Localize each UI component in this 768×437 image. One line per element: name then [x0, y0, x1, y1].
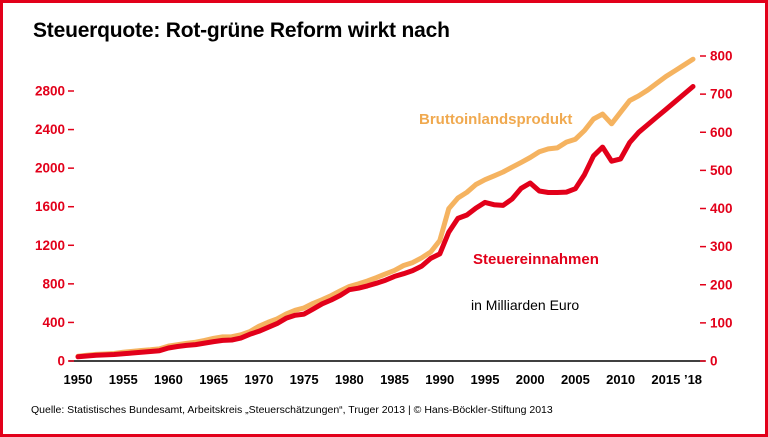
x-axis-tick-label: 1955	[109, 372, 138, 387]
left-axis-tick-label: 2400	[35, 122, 65, 137]
x-axis-tick-label: 2015	[651, 372, 680, 387]
x-axis-tick-label: 1950	[64, 372, 93, 387]
right-axis-tick-label: 700	[710, 87, 733, 102]
left-axis-tick-label: 1600	[35, 199, 65, 214]
right-axis-tick-label: 500	[710, 163, 733, 178]
tax-line	[75, 84, 696, 360]
x-axis-tick-label: 1970	[244, 372, 273, 387]
source-note: Quelle: Statistisches Bundesamt, Arbeits…	[31, 404, 553, 416]
x-axis-tick-label: 1965	[199, 372, 228, 387]
left-axis-tick-label: 2800	[35, 84, 65, 99]
right-axis-tick-label: 200	[710, 277, 733, 292]
gdp-series-label: Bruttoinlandsprodukt	[419, 111, 573, 128]
right-axis-tick-label: 600	[710, 125, 733, 140]
gdp-line	[75, 56, 696, 359]
line-chart: 1950 1955 1960 1965 1970 1975 1980 1985 1990 1995…	[35, 49, 733, 388]
chart-title: Steuerquote: Rot-grüne Reform wirkt nach	[33, 19, 450, 42]
left-axis-tick-label: 0	[57, 354, 65, 369]
right-axis-tick-label: 400	[710, 201, 733, 216]
tax-series-label: Steuereinnahmen	[473, 251, 599, 268]
right-axis-tick-label: 100	[710, 315, 733, 330]
x-axis-tick-label: 2000	[516, 372, 545, 387]
x-axis-tick-label: ’18	[684, 372, 702, 387]
x-axis-tick-label: 2005	[561, 372, 590, 387]
x-axis-tick-label: 2010	[606, 372, 635, 387]
x-axis-tick-label: 1990	[425, 372, 454, 387]
left-axis-tick-label: 2000	[35, 161, 65, 176]
x-axis-tick-label: 1980	[335, 372, 364, 387]
right-axis-tick-label: 800	[710, 49, 733, 64]
right-axis-tick-label: 0	[710, 354, 718, 369]
x-axis-tick-label: 1995	[471, 372, 500, 387]
left-axis-tick-label: 400	[42, 315, 65, 330]
x-axis-tick-label: 1975	[290, 372, 319, 387]
left-axis-tick-label: 800	[42, 276, 65, 291]
x-axis-tick-label: 1985	[380, 372, 409, 387]
x-axis-tick-label: 1960	[154, 372, 183, 387]
unit-label: in Milliarden Euro	[471, 297, 580, 313]
right-axis-tick-label: 300	[710, 239, 733, 254]
left-axis-tick-label: 1200	[35, 238, 65, 253]
